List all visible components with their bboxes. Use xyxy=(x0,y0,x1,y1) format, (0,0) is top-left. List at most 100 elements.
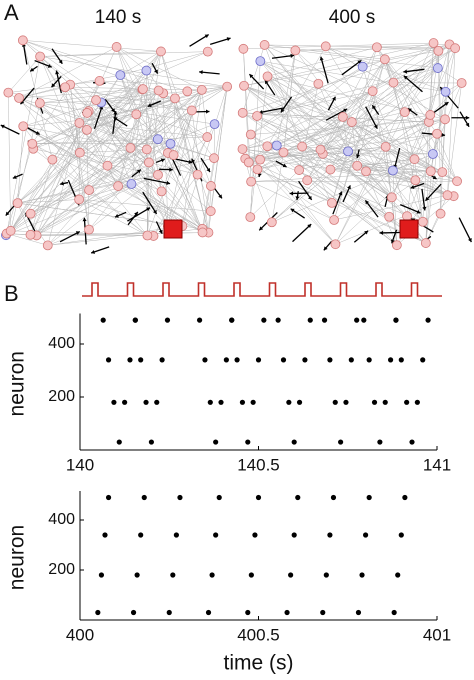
arrow-head xyxy=(307,224,312,228)
edge xyxy=(130,147,203,233)
edge xyxy=(414,159,424,222)
arrow xyxy=(199,71,220,75)
edge xyxy=(276,145,398,246)
edge xyxy=(335,153,434,245)
arrow-head xyxy=(205,109,210,114)
edge xyxy=(430,82,462,116)
edge xyxy=(318,83,349,152)
panel-label: A xyxy=(4,0,19,25)
excitatory-neuron xyxy=(440,114,450,125)
edge xyxy=(40,51,161,57)
excitatory-neuron xyxy=(47,154,58,165)
spike xyxy=(234,357,240,363)
inhibitory-neuron xyxy=(357,61,368,72)
excitatory-neuron xyxy=(290,45,301,56)
edge xyxy=(10,103,41,231)
edge xyxy=(301,90,373,147)
excitatory-neuron xyxy=(442,190,453,201)
edge xyxy=(299,133,438,171)
excitatory-neuron xyxy=(433,45,444,56)
edge xyxy=(385,114,431,147)
spike xyxy=(245,439,251,445)
arrow-head xyxy=(372,105,376,110)
edge xyxy=(242,148,458,182)
spike xyxy=(252,532,258,538)
arrow-head xyxy=(154,69,158,74)
excitatory-neuron xyxy=(35,51,45,62)
edge xyxy=(22,40,164,94)
excitatory-neuron xyxy=(245,129,256,140)
edge xyxy=(88,110,193,191)
edge xyxy=(257,151,349,170)
y-tick-label: 200 xyxy=(48,388,75,405)
excitatory-neuron xyxy=(156,186,167,197)
excitatory-neuron xyxy=(3,87,14,98)
edge xyxy=(120,75,137,115)
spike xyxy=(280,357,287,363)
edge xyxy=(22,40,161,52)
arrow-head xyxy=(206,168,211,173)
excitatory-neuron xyxy=(243,157,254,168)
edge xyxy=(213,124,215,159)
edge xyxy=(243,50,439,86)
arrow xyxy=(143,177,171,185)
excitatory-neuron xyxy=(202,132,213,142)
spike xyxy=(248,572,254,578)
x-tick-label: 400.5 xyxy=(237,625,280,644)
arrow-head xyxy=(158,229,163,234)
excitatory-neuron xyxy=(262,141,273,152)
arrow-head xyxy=(82,217,87,222)
edge xyxy=(8,92,11,231)
edge xyxy=(148,162,198,175)
x-tick-label: 400 xyxy=(66,625,94,644)
excitatory-neuron xyxy=(168,150,179,160)
excitatory-neuron xyxy=(102,160,113,171)
excitatory-neuron xyxy=(297,141,308,152)
y-axis-label: neuron xyxy=(6,525,29,590)
edge xyxy=(271,152,284,223)
excitatory-neuron xyxy=(380,141,391,152)
arrow-head xyxy=(373,124,378,129)
edge xyxy=(325,46,446,120)
edge xyxy=(8,56,41,93)
arrow xyxy=(393,147,401,169)
excitatory-neuron xyxy=(206,181,216,191)
arrow-head xyxy=(91,249,96,254)
x-tick-label: 401 xyxy=(423,625,451,644)
excitatory-neuron xyxy=(138,84,148,94)
spike xyxy=(355,609,362,616)
edge xyxy=(335,195,454,245)
spike xyxy=(95,609,101,616)
arrow-head xyxy=(425,196,430,201)
edge xyxy=(347,151,443,173)
excitatory-neuron xyxy=(346,117,357,127)
excitatory-neuron xyxy=(60,82,71,93)
excitatory-neuron xyxy=(371,42,382,53)
excitatory-neuron xyxy=(12,198,23,209)
arrow xyxy=(112,111,117,134)
edge xyxy=(430,44,450,115)
spike xyxy=(207,399,213,405)
y-tick-label: 400 xyxy=(48,511,75,528)
excitatory-neuron xyxy=(391,240,402,251)
edge xyxy=(301,146,398,246)
arrow xyxy=(22,42,28,65)
edge xyxy=(298,116,344,171)
x-tick-label: 140.5 xyxy=(237,455,280,474)
excitatory-neuron xyxy=(428,38,439,48)
edge xyxy=(430,43,434,115)
edge xyxy=(117,98,176,187)
excitatory-neuron xyxy=(245,212,256,223)
arrow-head xyxy=(410,185,415,189)
edge xyxy=(414,119,446,160)
spike xyxy=(377,439,383,445)
edge xyxy=(22,40,171,144)
edge xyxy=(250,149,321,218)
arrow-head xyxy=(259,109,263,114)
edge xyxy=(391,48,456,198)
spike xyxy=(105,494,112,501)
arrow xyxy=(425,183,442,202)
edge xyxy=(79,152,203,230)
spike xyxy=(223,357,229,363)
inhibitory-neuron xyxy=(271,140,282,151)
